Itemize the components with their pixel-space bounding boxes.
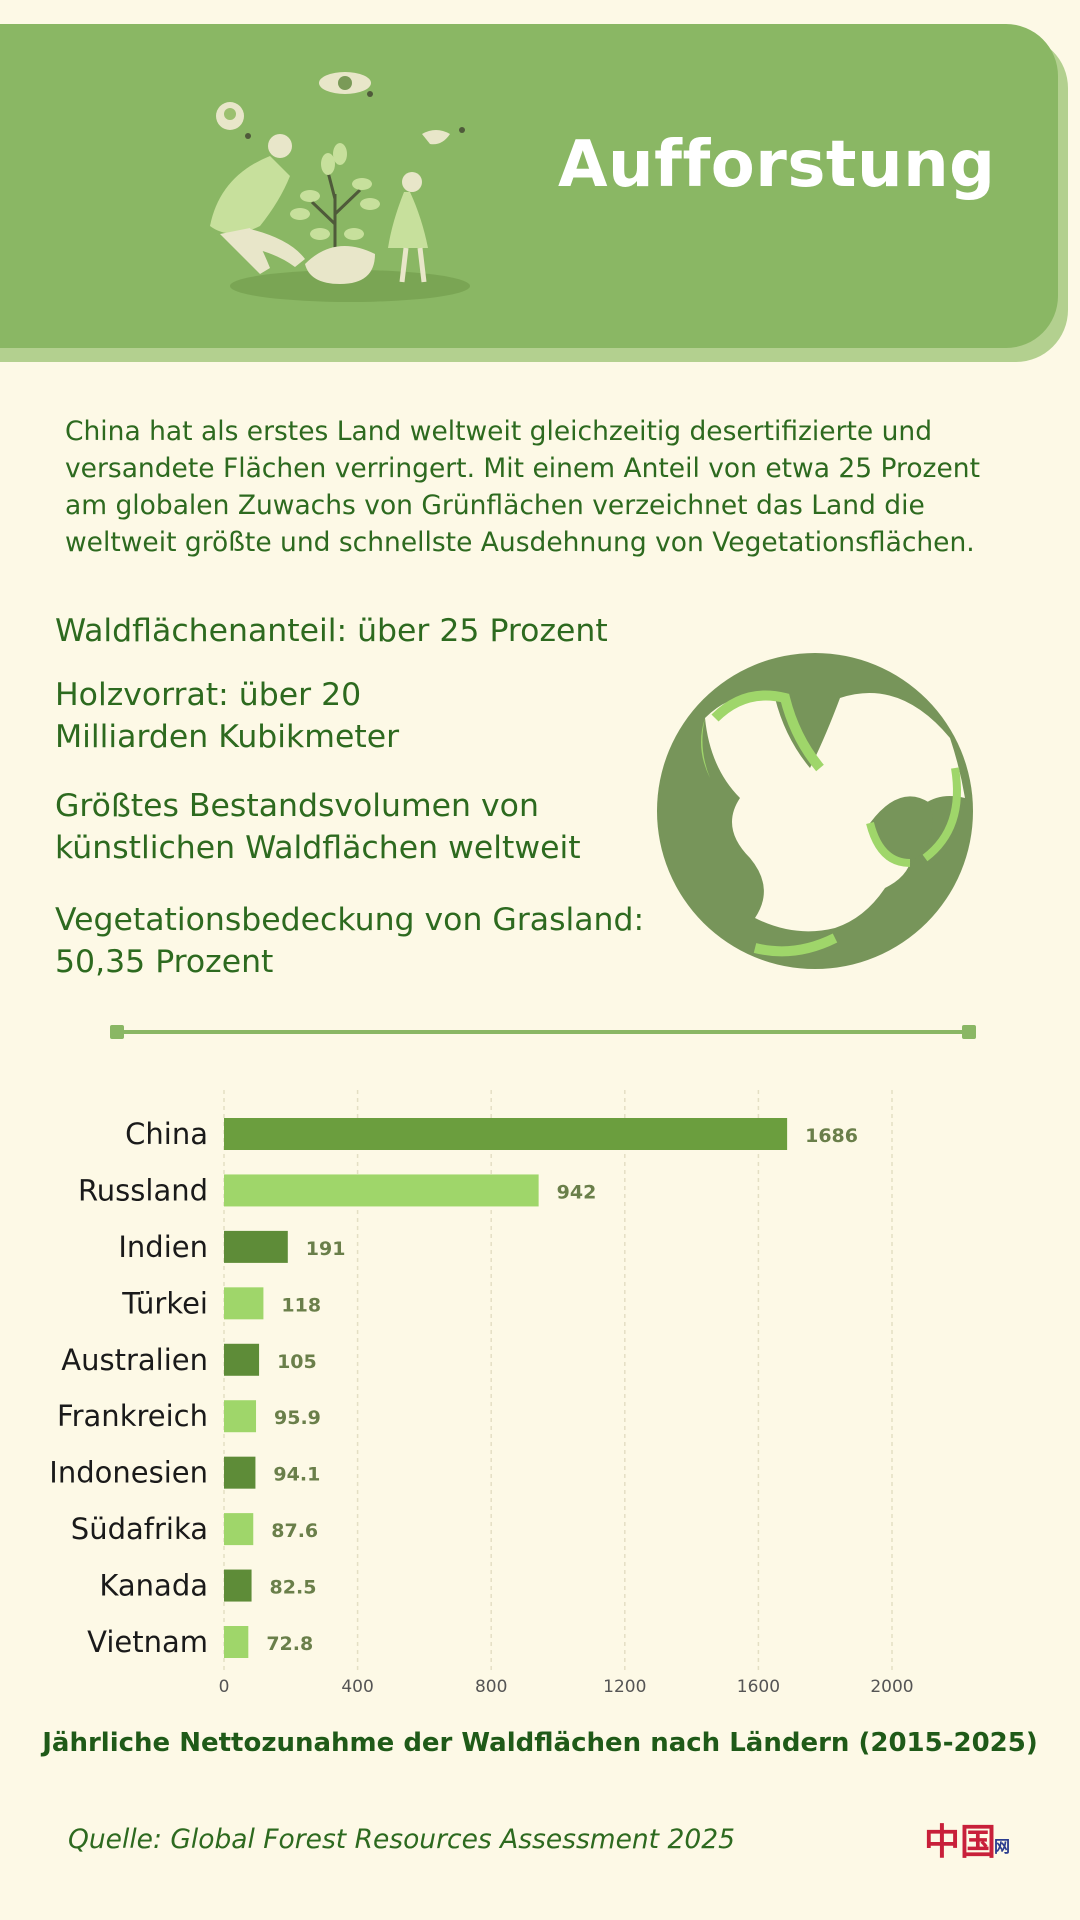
- data-label: 72.8: [266, 1633, 313, 1655]
- bar: [224, 1569, 252, 1602]
- logo-suffix: 网: [994, 1837, 1010, 1856]
- category-label: Indonesien: [49, 1456, 208, 1490]
- data-label: 82.5: [270, 1577, 317, 1599]
- bar: [224, 1287, 264, 1320]
- bar: [224, 1626, 249, 1658]
- data-label: 95.9: [274, 1407, 321, 1429]
- fact-forest-share: Waldflächenanteil: über 25 Prozent: [55, 613, 608, 649]
- source-note: Quelle: Global Forest Resources Assessme…: [68, 1824, 735, 1855]
- x-tick-label: 2000: [870, 1677, 913, 1697]
- bar: [224, 1118, 788, 1150]
- category-label: Kanada: [99, 1569, 208, 1603]
- category-label: Russland: [78, 1173, 208, 1207]
- x-tick-label: 1200: [603, 1677, 646, 1697]
- bar: [224, 1174, 539, 1207]
- page-title: Aufforstung: [558, 128, 996, 202]
- logo-glyph: 中国: [924, 1821, 996, 1863]
- tree-planting-illustration: [210, 72, 470, 302]
- chart-title: Jährliche Nettozunahme der Waldflächen n…: [42, 1728, 1038, 1758]
- data-label: 94.1: [273, 1464, 320, 1486]
- bar: [224, 1513, 254, 1546]
- data-label: 1686: [805, 1125, 858, 1147]
- category-label: Frankreich: [57, 1399, 208, 1433]
- category-label: Australien: [61, 1343, 208, 1377]
- bar: [224, 1456, 256, 1489]
- china-net-logo: 中国 网: [924, 1821, 1010, 1863]
- data-label: 87.6: [271, 1520, 318, 1542]
- bar: [224, 1230, 288, 1263]
- intro-paragraph: China hat als erstes Land weltweit gleic…: [65, 416, 980, 558]
- x-tick-label: 0: [219, 1677, 230, 1697]
- category-label: China: [125, 1117, 208, 1151]
- category-label: Indien: [118, 1230, 208, 1264]
- header-banner: [0, 24, 1058, 348]
- category-label: Türkei: [121, 1286, 208, 1320]
- data-label: 191: [306, 1238, 346, 1260]
- category-label: Südafrika: [71, 1512, 208, 1546]
- x-tick-label: 400: [341, 1677, 373, 1697]
- bar: [224, 1400, 257, 1433]
- data-label: 105: [277, 1351, 317, 1373]
- fact-grassland-coverage: Vegetationsbedeckung von Grasland: 50,35…: [55, 902, 645, 980]
- bar: [224, 1343, 260, 1376]
- x-tick-label: 1600: [737, 1677, 780, 1697]
- section-divider: [110, 1025, 976, 1039]
- globe-illustration: [657, 653, 973, 969]
- category-label: Vietnam: [87, 1625, 208, 1659]
- data-label: 942: [557, 1181, 597, 1203]
- fact-wood-stock: Holzvorrat: über 20 Milliarden Kubikmete…: [55, 677, 400, 755]
- forest-increase-bar-chart: 0 400 800 1200 1600 2000 China 1686 Russland 942 I…: [49, 1090, 914, 1697]
- fact-planted-forest: Größtes Bestandsvolumen von künstlichen …: [55, 788, 581, 866]
- data-label: 118: [281, 1294, 321, 1316]
- x-tick-label: 800: [475, 1677, 507, 1697]
